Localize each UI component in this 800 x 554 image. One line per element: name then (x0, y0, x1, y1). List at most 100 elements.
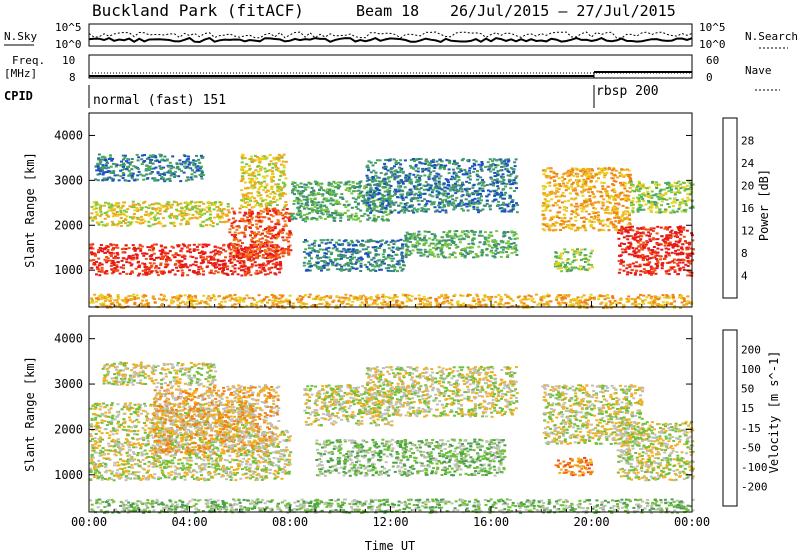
data-cell (582, 207, 586, 210)
data-cell (312, 242, 316, 245)
data-cell (423, 230, 427, 233)
data-cell (122, 271, 125, 273)
data-cell (282, 166, 286, 169)
data-cell (231, 273, 234, 276)
data-cell (142, 201, 146, 204)
data-cell (355, 239, 359, 242)
data-cell (110, 268, 114, 271)
data-cell (590, 249, 594, 252)
data-cell (135, 153, 139, 156)
data-cell (592, 216, 596, 219)
data-cell (356, 207, 360, 210)
data-cell (650, 253, 654, 256)
data-cell (256, 165, 260, 168)
data-cell (98, 208, 102, 211)
data-cell (212, 258, 216, 261)
data-cell (681, 258, 685, 261)
data-cell (128, 205, 132, 208)
data-cell (666, 252, 670, 255)
data-cell (469, 252, 473, 255)
data-cell (176, 203, 180, 206)
data-cell (480, 164, 484, 167)
data-cell (393, 240, 397, 243)
data-cell (269, 226, 273, 229)
data-cell (437, 190, 441, 193)
data-cell (416, 233, 420, 236)
data-cell (139, 215, 143, 218)
data-cell (160, 159, 164, 162)
data-cell (435, 239, 439, 242)
power-data (89, 153, 695, 309)
data-cell (564, 266, 568, 269)
data-cell (155, 271, 159, 274)
data-cell (553, 184, 557, 187)
data-cell (200, 157, 204, 160)
data-cell (555, 216, 559, 218)
data-cell (255, 226, 259, 229)
data-cell (628, 222, 632, 225)
data-cell (366, 176, 370, 179)
data-cell (161, 258, 165, 260)
data-cell (471, 246, 474, 249)
data-cell (216, 250, 220, 253)
data-cell (667, 254, 671, 257)
data-cell (416, 199, 420, 202)
data-cell (94, 254, 97, 257)
data-cell (342, 256, 346, 259)
data-cell (584, 229, 588, 232)
data-cell (636, 254, 640, 257)
data-cell (339, 196, 342, 199)
data-cell (209, 269, 213, 272)
data-cell (233, 231, 237, 234)
data-cell (263, 167, 267, 170)
data-cell (125, 272, 129, 275)
data-cell (471, 193, 475, 196)
data-cell (369, 188, 373, 191)
data-cell (121, 247, 125, 250)
data-cell (466, 253, 470, 255)
data-cell (218, 215, 222, 218)
data-cell (179, 250, 183, 253)
data-cell (166, 263, 170, 266)
data-cell (253, 241, 257, 244)
data-cell (396, 239, 400, 242)
data-cell (433, 167, 437, 169)
data-cell (503, 209, 507, 212)
data-cell (263, 257, 267, 259)
data-cell (130, 174, 134, 177)
data-cell (329, 194, 333, 196)
data-cell (112, 261, 116, 264)
data-cell (660, 248, 664, 251)
data-cell (134, 203, 137, 206)
data-cell (334, 182, 337, 185)
data-cell (416, 197, 420, 199)
data-cell (484, 238, 488, 241)
data-cell (398, 266, 402, 269)
data-cell (440, 253, 443, 256)
data-cell (169, 204, 173, 207)
data-cell (587, 170, 591, 173)
data-cell (321, 248, 325, 251)
data-cell (399, 193, 403, 196)
data-cell (156, 222, 160, 225)
data-cell (271, 162, 275, 165)
data-cell (427, 169, 431, 172)
data-cell (398, 171, 402, 173)
data-cell (194, 205, 197, 208)
data-cell (612, 205, 616, 208)
data-cell (569, 178, 572, 181)
data-cell (156, 212, 160, 215)
data-cell (485, 254, 489, 257)
data-cell (467, 169, 471, 172)
data-cell (186, 160, 190, 163)
data-cell (555, 189, 558, 192)
data-cell (380, 218, 384, 221)
data-cell (348, 250, 351, 253)
data-cell (152, 203, 156, 206)
data-cell (617, 221, 621, 224)
data-cell (302, 264, 306, 267)
data-cell (582, 266, 586, 269)
data-cell (262, 243, 266, 245)
data-cell (359, 192, 363, 194)
data-cell (456, 245, 460, 248)
